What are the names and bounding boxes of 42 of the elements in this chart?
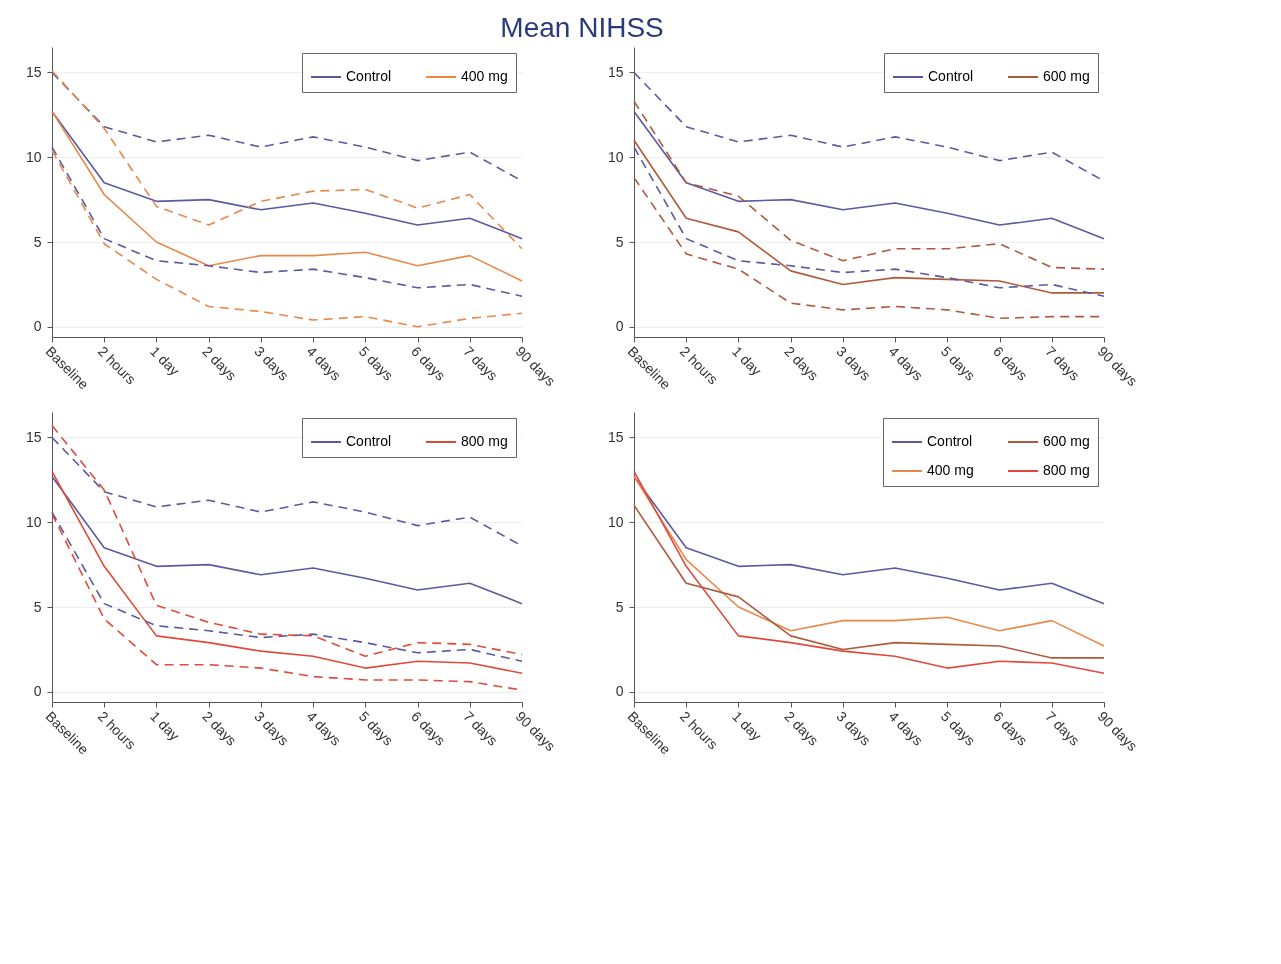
y-tick-label: 0 bbox=[615, 318, 624, 335]
line-series bbox=[51, 424, 523, 658]
legend-label: Control bbox=[346, 433, 392, 449]
y-tick-label: 5 bbox=[615, 598, 624, 615]
legend-label: 600 mg bbox=[1043, 433, 1090, 449]
line-series bbox=[51, 110, 523, 282]
y-tick-label: 0 bbox=[33, 318, 42, 335]
y-tick-label: 10 bbox=[25, 148, 42, 165]
legend-label: Control bbox=[928, 68, 974, 84]
legend-label: 400 mg bbox=[461, 68, 508, 84]
y-tick-label: 5 bbox=[33, 598, 42, 615]
line-series bbox=[633, 100, 1105, 270]
line-series bbox=[633, 110, 1105, 240]
y-tick-label: 10 bbox=[25, 513, 42, 530]
y-tick-label: 5 bbox=[33, 233, 42, 250]
y-tick-label: 10 bbox=[607, 148, 624, 165]
x-tick-label: 1 day bbox=[147, 343, 183, 379]
legend-label: Control bbox=[346, 68, 392, 84]
y-tick-label: 15 bbox=[25, 428, 42, 445]
line-series bbox=[633, 504, 1105, 659]
y-tick-label: 0 bbox=[615, 683, 624, 700]
x-tick-label: 1 day bbox=[729, 708, 765, 744]
y-tick-label: 0 bbox=[33, 683, 42, 700]
y-tick-label: 10 bbox=[607, 513, 624, 530]
y-tick-label: 5 bbox=[615, 233, 624, 250]
text: Mean NIHSS bbox=[500, 12, 664, 43]
line-series bbox=[51, 146, 523, 298]
line-series bbox=[51, 149, 523, 328]
legend-label: 400 mg bbox=[927, 462, 974, 478]
x-tick-label: 1 day bbox=[729, 343, 765, 379]
line-series bbox=[51, 69, 523, 250]
legend-label: Control bbox=[927, 433, 973, 449]
line-series bbox=[51, 511, 523, 663]
y-tick-label: 15 bbox=[25, 63, 42, 80]
y-tick-label: 15 bbox=[607, 63, 624, 80]
legend-label: 800 mg bbox=[461, 433, 508, 449]
y-tick-label: 15 bbox=[607, 428, 624, 445]
line-series bbox=[51, 470, 523, 674]
x-tick-label: 1 day bbox=[147, 708, 183, 744]
legend-label: 600 mg bbox=[1043, 68, 1090, 84]
line-series bbox=[51, 475, 523, 605]
legend-label: 800 mg bbox=[1043, 462, 1090, 478]
